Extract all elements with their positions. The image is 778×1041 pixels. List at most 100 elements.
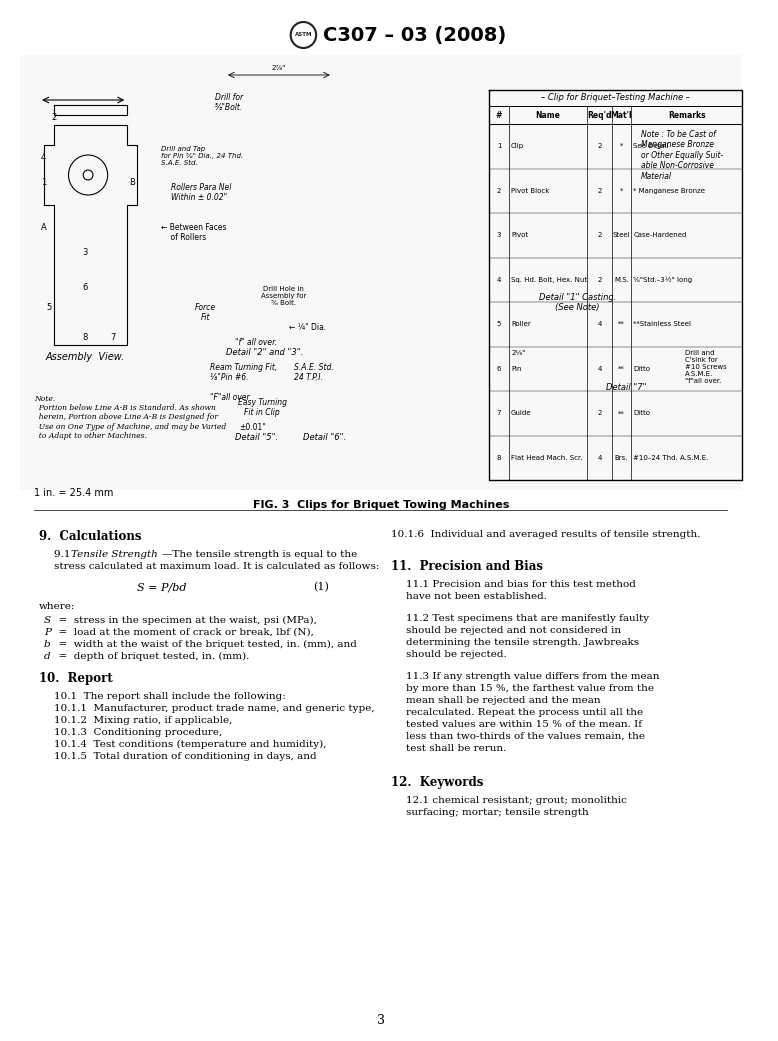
Text: 11.  Precision and Bias: 11. Precision and Bias <box>391 560 544 573</box>
Text: *: * <box>620 187 623 194</box>
Text: 7: 7 <box>110 333 115 342</box>
Text: 3: 3 <box>497 232 501 238</box>
Text: =  depth of briquet tested, in. (mm).: = depth of briquet tested, in. (mm). <box>52 652 249 661</box>
Text: tested values are within 15 % of the mean. If: tested values are within 15 % of the mea… <box>406 720 642 729</box>
Text: 10.1.4  Test conditions (temperature and humidity),: 10.1.4 Test conditions (temperature and … <box>54 740 326 750</box>
Text: Ditto: Ditto <box>633 410 650 416</box>
Text: Pivot: Pivot <box>511 232 528 238</box>
Text: Detail "6".: Detail "6". <box>303 433 346 442</box>
Text: *: * <box>620 144 623 149</box>
Text: ← Between Faces
    of Rollers: ← Between Faces of Rollers <box>162 223 227 242</box>
Text: 1 in. = 25.4 mm: 1 in. = 25.4 mm <box>34 488 114 498</box>
Text: P: P <box>44 628 51 637</box>
Text: 7: 7 <box>497 410 501 416</box>
Text: 6: 6 <box>497 365 501 372</box>
Text: 1: 1 <box>497 144 501 149</box>
Text: 10.1.6  Individual and averaged results of tensile strength.: 10.1.6 Individual and averaged results o… <box>391 530 701 539</box>
Text: ASTM: ASTM <box>295 32 312 37</box>
Text: determining the tensile strength. Jawbreaks: determining the tensile strength. Jawbre… <box>406 638 640 648</box>
Text: Note : To be Cast of
Manganese Bronze
or Other Equally Suit-
able Non-Corrosive
: Note : To be Cast of Manganese Bronze or… <box>641 130 724 180</box>
Text: where:: where: <box>39 602 75 611</box>
Text: 10.1.3  Conditioning procedure,: 10.1.3 Conditioning procedure, <box>54 728 222 737</box>
Text: Detail "2" and "3".: Detail "2" and "3". <box>226 348 303 357</box>
Text: 4: 4 <box>598 455 601 461</box>
Text: surfacing; mortar; tensile strength: surfacing; mortar; tensile strength <box>406 808 589 817</box>
Text: 10.1.5  Total duration of conditioning in days, and: 10.1.5 Total duration of conditioning in… <box>54 752 317 761</box>
Text: "f" all over.: "f" all over. <box>235 338 277 347</box>
Text: 11.2 Test specimens that are manifestly faulty: 11.2 Test specimens that are manifestly … <box>406 614 650 623</box>
Text: C307 – 03 (2008): C307 – 03 (2008) <box>323 25 506 45</box>
Text: Detail "7": Detail "7" <box>606 383 647 392</box>
Text: S = P/bd: S = P/bd <box>137 582 187 592</box>
Text: 12.1 chemical resistant; grout; monolithic: 12.1 chemical resistant; grout; monolith… <box>406 796 627 805</box>
Text: 2: 2 <box>598 232 601 238</box>
Text: Detail "5".: Detail "5". <box>235 433 278 442</box>
Text: Drill and
C'sink for
#10 Screws
A.S.M.E.
"f"all over.: Drill and C'sink for #10 Screws A.S.M.E.… <box>685 350 727 384</box>
Text: —The tensile strength is equal to the: —The tensile strength is equal to the <box>163 550 358 559</box>
Text: Rollers Para Nel
Within ± 0.02": Rollers Para Nel Within ± 0.02" <box>171 182 232 202</box>
Text: Pivot Block: Pivot Block <box>511 187 549 194</box>
Text: FIG. 3  Clips for Briquet Towing Machines: FIG. 3 Clips for Briquet Towing Machines <box>253 500 509 510</box>
Text: 4: 4 <box>497 277 501 283</box>
Text: Note.
  Portion below Line A-B is Standard. As shown
  herein, Portion above Lin: Note. Portion below Line A-B is Standard… <box>34 395 226 439</box>
Text: Mat'l: Mat'l <box>611 110 633 120</box>
Text: 2: 2 <box>598 187 601 194</box>
Text: 5: 5 <box>497 322 501 327</box>
Text: B: B <box>129 178 135 187</box>
Text: 4: 4 <box>598 322 601 327</box>
Text: =  width at the waist of the briquet tested, in. (mm), and: = width at the waist of the briquet test… <box>52 640 357 650</box>
Text: 9.  Calculations: 9. Calculations <box>39 530 142 543</box>
Text: Case-Hardened: Case-Hardened <box>633 232 687 238</box>
Text: 11.1 Precision and bias for this test method: 11.1 Precision and bias for this test me… <box>406 580 636 589</box>
Text: Easy Turning
Fit in Clip: Easy Turning Fit in Clip <box>238 398 287 417</box>
Text: Detail "1" Casting.
(See Note): Detail "1" Casting. (See Note) <box>538 293 616 312</box>
Text: Sq. Hd. Bolt, Hex. Nut: Sq. Hd. Bolt, Hex. Nut <box>511 277 587 283</box>
Text: Remarks: Remarks <box>668 110 706 120</box>
Text: 3: 3 <box>377 1014 385 1026</box>
Text: 5: 5 <box>47 303 51 312</box>
Text: have not been established.: have not been established. <box>406 592 547 601</box>
Text: =  stress in the specimen at the waist, psi (MPa),: = stress in the specimen at the waist, p… <box>52 616 317 626</box>
Text: Assembly  View.: Assembly View. <box>46 352 124 362</box>
Text: 3: 3 <box>82 248 88 257</box>
Text: S: S <box>44 616 51 625</box>
Text: 10.1  The report shall include the following:: 10.1 The report shall include the follow… <box>54 692 286 701</box>
Text: Tensile Strength: Tensile Strength <box>72 550 158 559</box>
Text: 2: 2 <box>51 113 57 122</box>
Text: 10.1.2  Mixing ratio, if applicable,: 10.1.2 Mixing ratio, if applicable, <box>54 716 232 725</box>
Text: S.A.E. Std.
24 T.P.I.: S.A.E. Std. 24 T.P.I. <box>293 362 333 382</box>
Text: Ream Turning Fit,
⅛"Pin #6.: Ream Turning Fit, ⅛"Pin #6. <box>210 362 278 382</box>
Text: Brs.: Brs. <box>615 455 629 461</box>
Text: 10.  Report: 10. Report <box>39 672 113 685</box>
Text: #: # <box>496 110 503 120</box>
Text: 2: 2 <box>497 187 501 194</box>
Text: **: ** <box>618 322 625 327</box>
Text: A: A <box>41 223 47 232</box>
Text: Force
Fit: Force Fit <box>195 303 216 322</box>
Text: **: ** <box>618 365 625 372</box>
Text: b: b <box>44 640 51 649</box>
Text: **Stainless Steel: **Stainless Steel <box>633 322 691 327</box>
Text: =  load at the moment of crack or break, lbf (N),: = load at the moment of crack or break, … <box>52 628 314 637</box>
Text: ±0.01": ±0.01" <box>239 423 266 432</box>
Text: 8: 8 <box>497 455 501 461</box>
Text: 2: 2 <box>598 410 601 416</box>
Text: Steel: Steel <box>613 232 630 238</box>
Text: 10.1.1  Manufacturer, product trade name, and generic type,: 10.1.1 Manufacturer, product trade name,… <box>54 704 374 713</box>
Text: 12.  Keywords: 12. Keywords <box>391 776 484 789</box>
Text: 6: 6 <box>82 283 88 291</box>
Text: #10–24 Thd. A.S.M.E.: #10–24 Thd. A.S.M.E. <box>633 455 709 461</box>
Text: ← ¼" Dia.: ← ¼" Dia. <box>289 323 326 332</box>
Text: Name: Name <box>535 110 560 120</box>
Text: 2⅞": 2⅞" <box>272 65 286 71</box>
Text: by more than 15 %, the farthest value from the: by more than 15 %, the farthest value fr… <box>406 684 654 693</box>
Text: d: d <box>44 652 51 661</box>
Text: Drill for
⅝"Bolt.: Drill for ⅝"Bolt. <box>216 93 244 112</box>
Text: **: ** <box>618 410 625 416</box>
Text: 9.1: 9.1 <box>54 550 74 559</box>
Text: ⅝"Std.–3½" long: ⅝"Std.–3½" long <box>633 277 692 283</box>
Text: (1): (1) <box>314 582 329 592</box>
Text: should be rejected.: should be rejected. <box>406 650 507 659</box>
Text: 4: 4 <box>41 153 47 162</box>
Text: 2: 2 <box>598 144 601 149</box>
